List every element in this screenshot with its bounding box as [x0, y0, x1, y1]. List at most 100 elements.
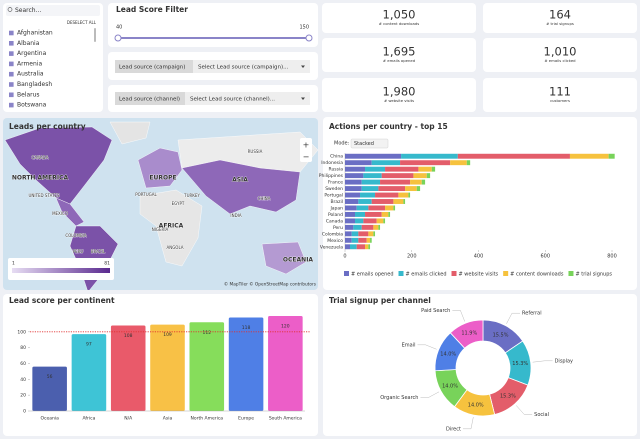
- y-tick-label: Indonesia: [321, 160, 343, 166]
- y-tick-label: 60: [20, 361, 26, 367]
- zoom-control[interactable]: [300, 138, 312, 162]
- kpi-label: customers: [550, 98, 570, 103]
- bar-segment: [371, 160, 401, 166]
- bar-segment: [398, 192, 409, 198]
- y-tick-label: Canada: [326, 218, 343, 224]
- x-tick-label: Africa: [83, 416, 96, 422]
- legend-label: # emails clicked: [406, 272, 447, 278]
- bar-segment: [376, 218, 384, 224]
- bar-segment: [363, 173, 382, 179]
- map-label: NIGERIA: [152, 227, 169, 232]
- bar-segment: [355, 211, 366, 217]
- bar-segment: [345, 179, 362, 185]
- zoom-out[interactable]: −: [303, 153, 310, 162]
- slice-value-label: 11.9%: [461, 331, 477, 337]
- legend-swatch: [398, 271, 404, 276]
- bar-segment: [345, 186, 362, 192]
- bar-segment: [345, 173, 364, 179]
- bar-value-label: 56: [47, 374, 53, 380]
- mode-value: Stacked: [354, 141, 374, 147]
- checkbox[interactable]: [9, 61, 14, 67]
- checkbox[interactable]: [9, 71, 14, 77]
- bar-segment: [421, 179, 426, 185]
- slice-category-label: Display: [555, 358, 573, 364]
- country-name: Afghanistan: [17, 30, 53, 37]
- x-tick-label: 600: [540, 254, 550, 260]
- chart-title: Lead score per continent: [9, 296, 115, 305]
- bar: [150, 324, 185, 411]
- dropdown-label: Lead source (campaign): [119, 65, 185, 71]
- search-box[interactable]: [6, 5, 100, 16]
- kpi-label: # website visits: [384, 98, 414, 103]
- land: [181, 159, 301, 215]
- leader-line: [420, 391, 440, 398]
- mode-select[interactable]: [350, 138, 389, 149]
- map-label: BRAZIL: [91, 249, 106, 254]
- checkbox[interactable]: [9, 41, 14, 46]
- deselect-all[interactable]: DESELECT ALL: [67, 20, 97, 25]
- kpi-label: # trial signups: [546, 21, 574, 26]
- bar-value-label: 97: [86, 342, 92, 348]
- checkbox[interactable]: [9, 102, 14, 108]
- x-tick-label: 800: [607, 254, 617, 260]
- legend-label: # content downloads: [510, 272, 564, 278]
- slider-handle[interactable]: [305, 34, 313, 42]
- dropdown[interactable]: [185, 92, 310, 105]
- kpi-value: 1,010: [544, 45, 577, 59]
- y-tick-label: Colombia: [322, 231, 343, 237]
- bar-segment: [361, 224, 374, 230]
- dropdown[interactable]: [193, 60, 310, 73]
- country-list: Afghanistan Albania Argentina Armenia Austra…: [9, 30, 53, 119]
- bar-segment: [400, 160, 451, 166]
- country-name: Australia: [17, 71, 44, 78]
- kpi-label: # content downloads: [379, 21, 419, 26]
- x-tick-label: North America: [190, 416, 223, 422]
- land: [261, 241, 307, 275]
- country-name: Brazil: [17, 112, 34, 119]
- map-label: ASIA: [232, 177, 248, 184]
- bar-segment: [393, 199, 404, 204]
- bar-segment: [345, 160, 372, 166]
- slice-value-label: 14.0%: [468, 402, 484, 408]
- legend-max: 81: [104, 261, 110, 267]
- leader-line: [532, 360, 553, 363]
- slider-handle[interactable]: [114, 34, 122, 42]
- slice-value-label: 15.3%: [512, 361, 528, 367]
- leader-line: [452, 310, 465, 322]
- land: [109, 121, 151, 145]
- bar-segment: [418, 166, 432, 172]
- legend-swatch: [503, 271, 509, 276]
- bar-segment: [370, 237, 372, 243]
- x-tick-label: South America: [269, 416, 302, 422]
- zoom-in[interactable]: +: [303, 141, 310, 150]
- bar-value-label: 112: [202, 330, 211, 336]
- slice-value-label: 15.3%: [500, 394, 516, 400]
- checkbox[interactable]: [9, 92, 14, 98]
- y-tick-label: Philippines: [319, 173, 344, 179]
- bar-segment: [345, 218, 356, 224]
- map-attribution: © MapTiler © OpenStreetMap contributors: [224, 281, 317, 288]
- y-tick-label: 0: [23, 409, 26, 415]
- y-tick-label: Poland: [328, 212, 343, 218]
- land: [139, 189, 203, 267]
- bar-segment: [380, 179, 411, 185]
- bar-segment: [361, 186, 379, 192]
- panel: [323, 294, 637, 436]
- map-label: PORTUGAL: [135, 192, 157, 197]
- dropdown-label-box: [115, 92, 185, 105]
- map-label: ANGOLA: [166, 245, 183, 250]
- bar-segment: [345, 192, 361, 198]
- slice-category-label: Referral: [522, 311, 542, 317]
- scrollbar: [94, 28, 96, 42]
- checkbox[interactable]: [9, 82, 14, 87]
- filter-title: Lead Score Filter: [116, 5, 188, 14]
- x-tick-label: Oceania: [40, 416, 59, 422]
- legend-min: 1: [12, 261, 15, 267]
- checkbox[interactable]: [9, 51, 14, 56]
- bar-segment: [345, 237, 352, 243]
- kpi-value: 111: [549, 85, 571, 99]
- bar-segment: [345, 224, 354, 230]
- checkbox[interactable]: [9, 30, 14, 36]
- dropdown-label: Lead source (channel): [119, 97, 180, 103]
- leader-line: [417, 344, 437, 350]
